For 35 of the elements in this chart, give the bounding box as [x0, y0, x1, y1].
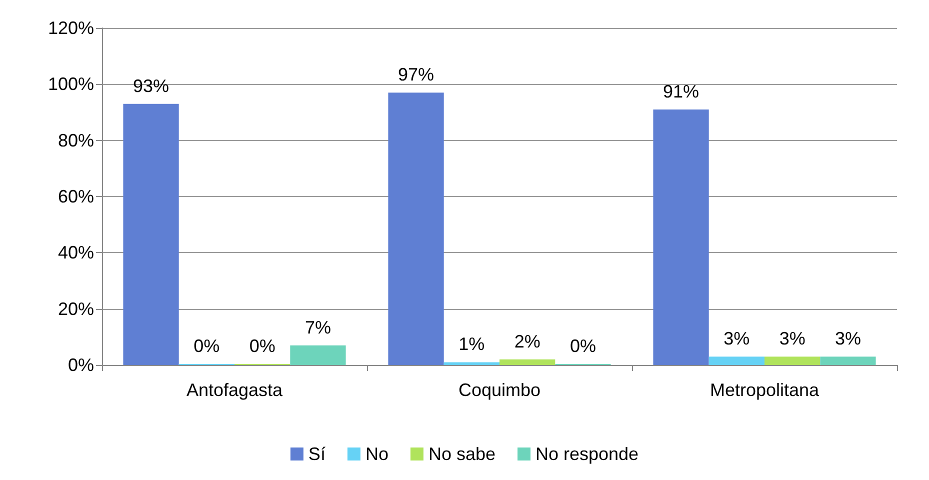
bar — [388, 92, 444, 365]
legend-label: No — [365, 444, 388, 464]
y-tick-label: 40% — [58, 242, 94, 263]
y-tick-label: 100% — [48, 74, 94, 94]
legend-label: Sí — [308, 444, 326, 464]
bar — [708, 356, 764, 365]
bar — [653, 109, 709, 365]
x-tick-label: Antofagasta — [186, 380, 284, 400]
legend-label: No sabe — [428, 444, 496, 464]
bar — [444, 362, 500, 365]
data-label: 1% — [458, 334, 485, 354]
y-tick-label: 120% — [48, 18, 94, 38]
data-label: 93% — [133, 76, 170, 96]
y-tick-label: 20% — [58, 298, 94, 319]
data-label: 2% — [514, 331, 540, 352]
data-label: 91% — [663, 81, 700, 102]
bar — [290, 345, 346, 365]
x-tick-label: Metropolitana — [710, 380, 820, 400]
data-label: 0% — [249, 336, 276, 356]
data-label: 3% — [834, 328, 861, 349]
data-label: 0% — [194, 336, 220, 356]
bar — [764, 356, 820, 365]
bar — [500, 359, 556, 365]
x-tick-label: Coquimbo — [458, 380, 541, 400]
data-label: 97% — [398, 64, 434, 85]
legend-label: No responde — [535, 444, 639, 464]
bar — [123, 104, 179, 365]
y-tick-label: 80% — [58, 130, 94, 150]
data-label: 3% — [724, 328, 750, 349]
y-tick-label: 0% — [68, 355, 94, 375]
data-label: 0% — [570, 336, 596, 356]
data-label: 3% — [779, 328, 806, 349]
bar — [820, 356, 876, 365]
data-label: 7% — [304, 317, 331, 338]
y-tick-label: 60% — [58, 186, 94, 206]
